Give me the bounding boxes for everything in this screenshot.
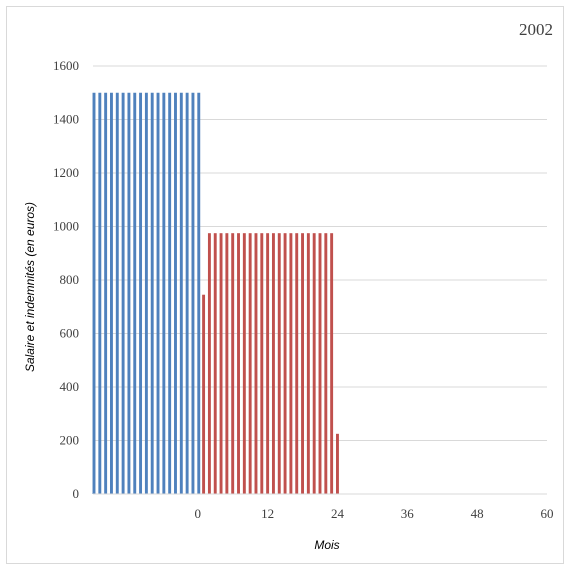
bar-series1-x-14 <box>115 92 119 494</box>
bar-series2-x7 <box>237 233 240 494</box>
bar-series1-x-13 <box>121 92 125 494</box>
bar-series2-x6 <box>231 233 235 494</box>
y-tick-label-800: 800 <box>60 272 80 287</box>
bar-series1-x-12 <box>127 92 131 494</box>
x-axis-title: Mois <box>314 538 339 552</box>
x-tick-label-24: 24 <box>331 506 345 521</box>
y-tick-label-1400: 1400 <box>53 112 79 127</box>
bar-series2-x12 <box>266 233 270 494</box>
bar-series1-x-9 <box>144 92 148 494</box>
bar-series1-x-2 <box>185 92 189 494</box>
x-tick-label-60: 60 <box>541 506 554 521</box>
chart-title: 2002 <box>519 20 553 39</box>
bar-series2-x24 <box>336 433 339 494</box>
y-tick-label-1600: 1600 <box>53 58 79 73</box>
bar-series2-x17 <box>295 233 299 494</box>
chart-area: 0 200 400 600 800 1000 1200 1400 1600 0 12 24 36 48 60… <box>6 6 564 564</box>
x-tick-label-12: 12 <box>261 506 274 521</box>
y-tick-label-0: 0 <box>73 486 80 501</box>
bar-series1-x-17 <box>98 92 102 494</box>
bar-series1-x-3 <box>179 92 183 494</box>
bar-series2-x5 <box>225 233 229 494</box>
bar-series2-x20 <box>312 233 316 494</box>
bar-series2-x9 <box>248 233 252 494</box>
bar-series2-x19 <box>306 233 310 494</box>
bar-series2-x2 <box>207 233 211 494</box>
bar-series1-x-6 <box>162 92 166 494</box>
bar-series2-x10 <box>254 233 258 494</box>
bar-series2-x18 <box>301 233 304 494</box>
bar-series1-x-8 <box>150 92 154 494</box>
bar-series2-x16 <box>289 233 293 494</box>
bar-series2-x23 <box>330 233 334 494</box>
bar-series2-x3 <box>213 233 217 494</box>
x-tick-label-36: 36 <box>401 506 415 521</box>
bar-series1-x-11 <box>133 92 137 494</box>
bar-series2-x21 <box>318 233 322 494</box>
bar-series2-x15 <box>283 233 287 494</box>
x-tick-label-48: 48 <box>471 506 484 521</box>
bar-series2-x1 <box>202 294 206 494</box>
bar-series2-x22 <box>324 233 328 494</box>
bar-series1-x0 <box>197 92 201 494</box>
bar-series1-x-4 <box>174 92 177 494</box>
y-tick-label-400: 400 <box>60 379 80 394</box>
bar-series2-x13 <box>271 233 275 494</box>
y-tick-label-1000: 1000 <box>53 219 79 234</box>
bar-series2-x11 <box>260 233 264 494</box>
y-tick-label-200: 200 <box>60 433 80 448</box>
y-tick-label-600: 600 <box>60 326 80 341</box>
bar-series1-x-7 <box>156 92 160 494</box>
bar-series1-x-10 <box>139 92 143 494</box>
bar-series2-x4 <box>219 233 223 494</box>
bar-series2-x8 <box>242 233 246 494</box>
tick-labels: 0 200 400 600 800 1000 1200 1400 1600 0 12 24 36 48 60 <box>53 58 554 521</box>
chart-canvas: 0 200 400 600 800 1000 1200 1400 1600 0 12 24 36 48 60… <box>23 20 554 552</box>
bar-series1-x-1 <box>191 92 195 494</box>
x-tick-label-0: 0 <box>195 506 202 521</box>
bar-series1-x-15 <box>110 92 113 494</box>
bar-series1-x-5 <box>168 92 172 494</box>
y-tick-label-1200: 1200 <box>53 165 79 180</box>
y-axis-title: Salaire et indemnités (en euros) <box>23 202 37 372</box>
bar-series1-x-16 <box>104 92 108 494</box>
bar-series1-x-18 <box>92 92 96 494</box>
bar-series2-x14 <box>277 233 281 494</box>
bars <box>92 92 339 494</box>
